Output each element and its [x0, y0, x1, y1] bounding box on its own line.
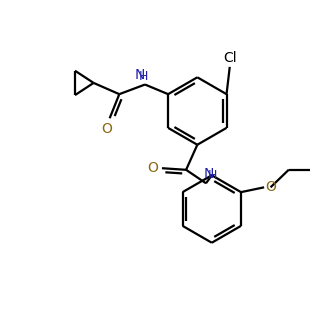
Text: N: N: [203, 167, 214, 181]
Text: O: O: [102, 122, 112, 136]
Text: H: H: [207, 169, 217, 182]
Text: O: O: [265, 180, 276, 194]
Text: H: H: [139, 70, 148, 83]
Text: O: O: [147, 161, 158, 175]
Text: N: N: [134, 68, 145, 82]
Text: Cl: Cl: [224, 51, 237, 65]
